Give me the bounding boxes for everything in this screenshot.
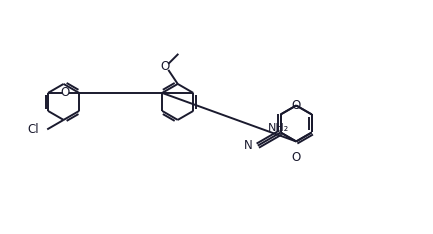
Text: O: O <box>291 99 301 112</box>
Text: NH₂: NH₂ <box>268 123 289 133</box>
Text: O: O <box>61 86 70 99</box>
Text: Cl: Cl <box>28 123 39 136</box>
Text: O: O <box>161 60 170 73</box>
Text: N: N <box>244 139 252 152</box>
Text: O: O <box>291 151 301 164</box>
